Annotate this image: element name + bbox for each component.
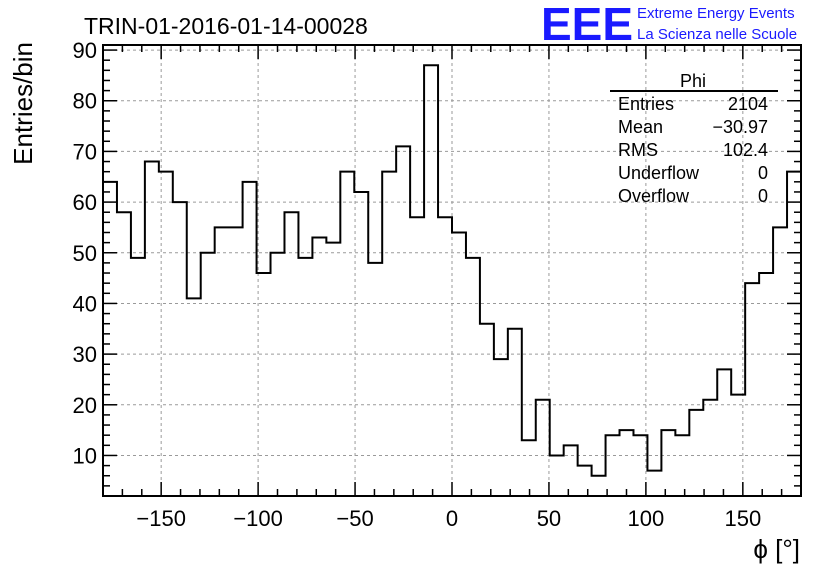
y-tick-label: 10	[73, 443, 97, 468]
histogram-bin	[745, 283, 759, 496]
logo-line2: La Scienza nelle Scuole	[637, 26, 797, 43]
y-tick-label: 20	[73, 393, 97, 418]
y-tick-label: 40	[73, 291, 97, 316]
y-axis-title: Entries/bin	[8, 42, 38, 165]
histogram-bin	[494, 359, 508, 496]
histogram-bin	[550, 455, 564, 496]
histogram-bin	[410, 217, 424, 496]
histogram-bin	[368, 263, 382, 496]
histogram-bin	[173, 202, 187, 496]
histogram-bin	[243, 182, 257, 496]
histogram-bin	[536, 400, 550, 496]
stats-label-underflow: Underflow	[618, 163, 700, 183]
histogram-bin	[759, 273, 773, 496]
x-tick-labels: −150 −100 −50 0 50 100 150	[136, 506, 761, 531]
x-tick-label: 150	[724, 506, 761, 531]
histogram-bin	[466, 258, 480, 496]
grid-lines	[103, 45, 801, 496]
stats-title: Phi	[680, 71, 706, 91]
histogram-bin	[298, 258, 312, 496]
stats-label-entries: Entries	[618, 94, 674, 114]
stats-value-mean: −30.97	[712, 117, 768, 137]
histogram-bin	[717, 369, 731, 496]
histogram-bin	[592, 476, 606, 496]
stats-value-underflow: 0	[758, 163, 768, 183]
x-tick-label: −50	[336, 506, 373, 531]
histogram-bin	[271, 253, 285, 496]
histogram-bin	[215, 227, 229, 496]
y-tick-label: 50	[73, 241, 97, 266]
y-tick-label: 80	[73, 89, 97, 114]
histogram-bin	[354, 192, 368, 496]
histogram-bin	[145, 162, 159, 496]
histogram-bin	[689, 410, 703, 496]
histogram-bin	[382, 172, 396, 496]
y-tick-label: 90	[73, 38, 97, 63]
stats-label-overflow: Overflow	[618, 186, 690, 206]
stats-value-entries: 2104	[728, 94, 768, 114]
y-tick-label: 30	[73, 342, 97, 367]
histogram-bin	[564, 445, 578, 496]
histogram-bin	[703, 400, 717, 496]
histogram-bin	[661, 430, 675, 496]
histogram-bin	[312, 238, 326, 496]
stats-value-rms: 102.4	[723, 140, 768, 160]
histogram-bin	[731, 395, 745, 496]
histogram-bin	[620, 430, 634, 496]
histogram-bin	[647, 471, 661, 496]
histogram-bin	[424, 65, 438, 496]
y-tick-label: 70	[73, 139, 97, 164]
plot-frame	[102, 44, 802, 497]
histogram-bin	[675, 435, 689, 496]
stats-label-rms: RMS	[618, 140, 658, 160]
y-tick-labels: 10 20 30 40 50 60 70 80 90	[73, 38, 97, 468]
histogram-bin	[131, 258, 145, 496]
histogram-bin	[187, 298, 201, 496]
histogram-bin	[578, 466, 592, 496]
stats-value-overflow: 0	[758, 186, 768, 206]
plot-title: TRIN-01-2016-01-14-00028	[84, 13, 368, 39]
x-tick-label: −100	[233, 506, 283, 531]
histogram-bin	[522, 440, 536, 496]
histogram-bin	[452, 232, 466, 496]
histogram-bin	[606, 435, 620, 496]
histogram-bin	[480, 324, 494, 496]
x-tick-label: 0	[446, 506, 458, 531]
eee-logo: EEE Extreme Energy Events La Scienza nel…	[541, 0, 797, 50]
x-tick-label: 50	[537, 506, 561, 531]
histogram-bin	[326, 243, 340, 496]
logo-line1: Extreme Energy Events	[637, 5, 795, 22]
histogram-bin	[103, 182, 117, 496]
x-tick-label: 100	[628, 506, 665, 531]
x-axis-title: ϕ [°]	[753, 534, 800, 564]
histogram-outline	[103, 64, 801, 477]
histogram-bin	[257, 273, 271, 496]
histogram-bin	[340, 172, 354, 496]
x-tick-label: −150	[136, 506, 186, 531]
histogram-bin	[201, 253, 215, 496]
logo-mark: EEE	[541, 0, 633, 50]
histogram-bin	[438, 217, 452, 496]
stats-box: Phi Entries 2104 Mean −30.97 RMS 102.4 U…	[610, 71, 778, 206]
stats-label-mean: Mean	[618, 117, 663, 137]
y-tick-label: 60	[73, 190, 97, 215]
histogram-bin	[396, 146, 410, 496]
